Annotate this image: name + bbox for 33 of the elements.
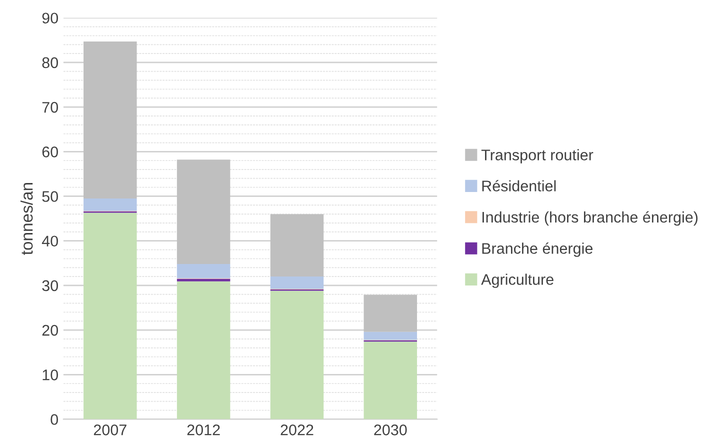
bar [176, 264, 230, 278]
bar [176, 278, 230, 282]
bar [84, 198, 137, 211]
y-tick-label: 60 [42, 146, 58, 158]
bar [84, 41, 137, 198]
legend-label: Résidentiel [482, 180, 556, 192]
bar [176, 160, 230, 264]
y-tick-label: 0 [50, 414, 58, 425]
legend-label: Branche énergie [482, 242, 593, 257]
bar [364, 332, 418, 340]
x-tick-label: 2007 [94, 424, 126, 436]
bar [270, 214, 324, 277]
x-tick-label: 2030 [374, 424, 407, 436]
y-tick-label: 90 [42, 12, 58, 24]
legend-label: Transport routier [481, 149, 594, 164]
bar [270, 276, 324, 290]
legend-label: Industrie (hors branche énergie) [482, 211, 698, 226]
y-tick-label: 40 [42, 236, 58, 247]
x-tick-label: 2012 [187, 424, 220, 436]
bar [364, 342, 418, 420]
bar [364, 294, 418, 332]
bar [270, 290, 324, 420]
y-tick-label: 10 [42, 370, 58, 380]
x-tick-label: 2022 [280, 424, 314, 436]
bar [176, 281, 230, 420]
y-tick-label: 20 [42, 324, 58, 336]
y-tick-label: 70 [42, 102, 58, 113]
y-tick-label: 80 [42, 57, 58, 68]
legend-label: Agriculture [481, 274, 554, 288]
y-tick-label: 50 [42, 191, 58, 202]
y-axis-title: tonnes/an [20, 183, 33, 255]
bar [84, 212, 137, 420]
y-tick-label: 30 [42, 280, 58, 292]
